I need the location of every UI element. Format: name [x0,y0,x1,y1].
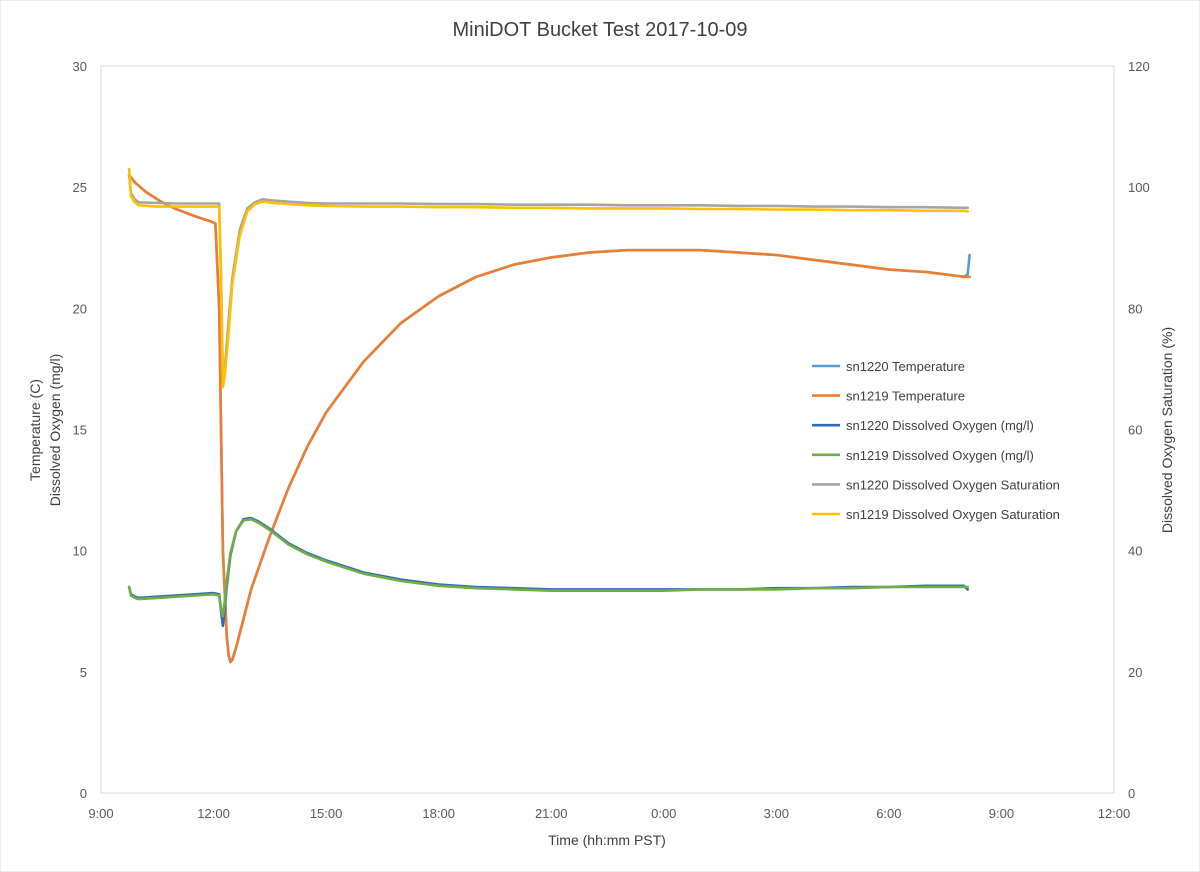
plot-area-border [100,65,1115,794]
legend-label: sn1220 Dissolved Oxygen (mg/l) [846,418,1034,433]
y-left-tick-label: 20 [73,301,87,316]
y-right-tick-label: 120 [1128,59,1150,74]
series-line-5 [127,173,970,383]
x-tick-labels: 9:00 12:00 15:00 18:00 21:00 0:00 3:00 6:00 9:00… [88,806,1130,821]
y-right-tick-label: 40 [1128,544,1142,559]
series-line-6 [127,167,970,389]
x-tick-label: 12:00 [197,806,230,821]
series-lines [127,167,971,664]
y-left-axis-title: Temperature (C) Dissolved Oxygen (mg/l) [27,354,63,507]
y-right-tick-label: 80 [1128,301,1142,316]
x-tick-label: 21:00 [535,806,568,821]
y-right-tick-label: 20 [1128,665,1142,680]
legend-label: sn1220 Temperature [846,359,965,374]
legend-label: sn1219 Dissolved Oxygen Saturation [846,507,1060,522]
y-left-tick-label: 5 [80,665,87,680]
y-left-tick-label: 10 [73,544,87,559]
x-tick-label: 3:00 [764,806,789,821]
y-left-tick-label: 25 [73,180,87,195]
x-tick-label: 0:00 [651,806,676,821]
y-right-tick-label: 0 [1128,786,1135,801]
chart-title: MiniDOT Bucket Test 2017-10-09 [453,19,748,41]
x-tick-label: 12:00 [1098,806,1131,821]
legend-label: sn1219 Temperature [846,389,965,404]
legend: sn1220 Temperature sn1219 Temperature sn12… [812,359,1060,522]
series-line-4 [127,517,970,618]
x-tick-label: 9:00 [989,806,1014,821]
series-line-2 [127,173,971,664]
x-axis-title: Time (hh:mm PST) [548,832,666,848]
y-left-tick-label: 0 [80,786,87,801]
y-left-tick-label: 30 [73,59,87,74]
y-left-axis-title-line-1: Temperature (C) [27,379,43,481]
y-left-tick-label: 15 [73,423,87,438]
y-right-tick-labels: 0 20 40 60 80 100 120 [1128,59,1150,801]
y-right-tick-label: 60 [1128,423,1142,438]
y-right-tick-label: 100 [1128,180,1150,195]
y-left-axis-title-line-2: Dissolved Oxygen (mg/l) [47,354,63,507]
x-tick-label: 6:00 [876,806,901,821]
x-tick-label: 15:00 [310,806,343,821]
x-tick-label: 18:00 [422,806,455,821]
y-right-axis-title: Dissolved Oxygen Saturation (%) [1159,327,1175,533]
x-tick-label: 9:00 [88,806,113,821]
legend-label: sn1220 Dissolved Oxygen Saturation [846,477,1060,492]
legend-label: sn1219 Dissolved Oxygen (mg/l) [846,448,1034,463]
y-left-tick-labels: 0 5 10 15 20 25 30 [73,59,87,801]
